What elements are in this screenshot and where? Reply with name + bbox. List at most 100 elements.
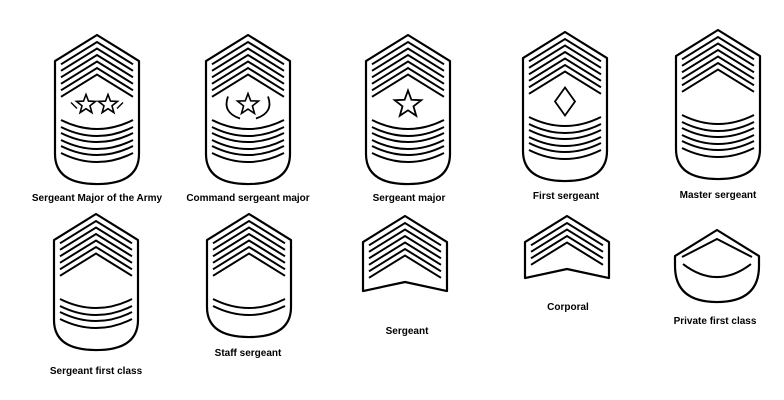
star-icon [392, 87, 424, 118]
lozenge-icon [553, 85, 577, 118]
chevron-stripe [60, 53, 134, 79]
rocker-stripe [371, 119, 445, 130]
chevron-stripe [371, 47, 445, 72]
patch-outline [205, 212, 293, 339]
insignia-sergeant-major-of-the-army [53, 33, 141, 186]
rocker-stripe [528, 136, 602, 147]
label-corporal: Corporal [547, 302, 589, 313]
wreath-icon [225, 96, 271, 120]
chevron-stripe [528, 44, 602, 69]
insignia-corporal [523, 214, 611, 280]
chevron-stripe [368, 234, 442, 260]
rocker-stripe [528, 123, 602, 134]
insignia-staff-sergeant [205, 212, 293, 339]
insignia-sergeant [361, 214, 449, 293]
insignia-sergeant-major [364, 33, 452, 186]
patch-outline [673, 228, 761, 304]
chevron-stripe [59, 239, 133, 264]
rocker-stripe [211, 119, 285, 130]
rocker-stripe [681, 140, 755, 151]
rocker-stripe [211, 139, 285, 150]
rocker-stripe [371, 152, 445, 163]
label-staff-sergeant: Staff sergeant [214, 348, 282, 359]
rocker-stripe [528, 142, 602, 153]
chevron-stripe [371, 73, 445, 98]
rocker-stripe [59, 311, 133, 322]
chevron-stripe [211, 53, 285, 79]
rocker-stripe [681, 121, 755, 132]
rocker-stripe [681, 127, 755, 138]
chevron-stripe [368, 228, 442, 253]
chevron-stripe [528, 57, 602, 82]
chevron-stripe [60, 73, 134, 98]
chevron-stripe [211, 60, 285, 85]
rocker-stripe [60, 152, 134, 163]
chevron-stripe [530, 221, 604, 247]
chevron-stripe [60, 66, 134, 92]
chevron-stripe [528, 63, 602, 89]
chevron-stripe [212, 219, 286, 245]
insignia-sergeant-first-class [52, 212, 140, 352]
chevron-stripe [681, 48, 755, 74]
chevron-stripe [211, 73, 285, 98]
chevron-stripe [528, 37, 602, 63]
chevron-stripe [371, 40, 445, 66]
rocker-stripe [371, 145, 445, 156]
rocker-stripe [211, 126, 285, 137]
chevron-stripe [681, 68, 755, 93]
chevron-stripe [212, 245, 286, 271]
rocker-stripe [59, 305, 133, 316]
insignia-command-sergeant-major [204, 33, 292, 186]
rocker-stripe [211, 132, 285, 143]
chevron-stripe [60, 40, 134, 66]
chevron-stripe [530, 234, 604, 260]
rocker-stripe [59, 298, 133, 309]
rocker-stripe [681, 134, 755, 145]
chevron-stripe [371, 53, 445, 79]
label-master-sergeant: Master sergeant [679, 190, 757, 201]
label-sergeant: Sergeant [385, 326, 429, 337]
chevron-stripe [59, 219, 133, 245]
eagle-wing-icon [70, 102, 124, 109]
rocker-stripe [682, 263, 752, 278]
rocker-stripe [681, 147, 755, 158]
rocker-stripe [211, 152, 285, 163]
rocker-stripe [59, 318, 133, 329]
rocker-stripe [60, 132, 134, 143]
chevron-stripe [212, 252, 286, 277]
chevron-stripe [681, 35, 755, 61]
rocker-stripe [681, 114, 755, 125]
rocker-stripe [212, 298, 286, 309]
rocker-stripe [528, 116, 602, 127]
chevron-stripe [59, 232, 133, 258]
chevron-stripe [681, 42, 755, 67]
rocker-stripe [212, 305, 286, 316]
chevron-stripe [528, 50, 602, 76]
chevron-stripe [371, 60, 445, 85]
rocker-stripe [371, 126, 445, 137]
chevron-stripe [59, 226, 133, 251]
chevron-stripe [212, 226, 286, 251]
chevron-stripe [212, 239, 286, 264]
rocker-stripe [60, 145, 134, 156]
chevron-stripe [681, 237, 753, 258]
insignia-first-sergeant [521, 30, 609, 183]
chevron-stripe [371, 66, 445, 92]
chevron-stripe [368, 221, 442, 247]
insignia-master-sergeant [674, 28, 762, 181]
chevron-stripe [681, 55, 755, 80]
rocker-stripe [60, 139, 134, 150]
label-sergeant-first-class: Sergeant first class [49, 366, 143, 377]
chevron-stripe [211, 40, 285, 66]
rocker-stripe [371, 139, 445, 150]
patch-outline [361, 214, 449, 293]
rocker-stripe [528, 129, 602, 140]
rocker-stripe [211, 145, 285, 156]
rocker-stripe [371, 132, 445, 143]
label-sergeant-major-of-the-army: Sergeant Major of the Army [31, 193, 163, 204]
rocker-stripe [60, 119, 134, 130]
chevron-stripe [530, 241, 604, 266]
label-first-sergeant: First sergeant [532, 191, 600, 202]
